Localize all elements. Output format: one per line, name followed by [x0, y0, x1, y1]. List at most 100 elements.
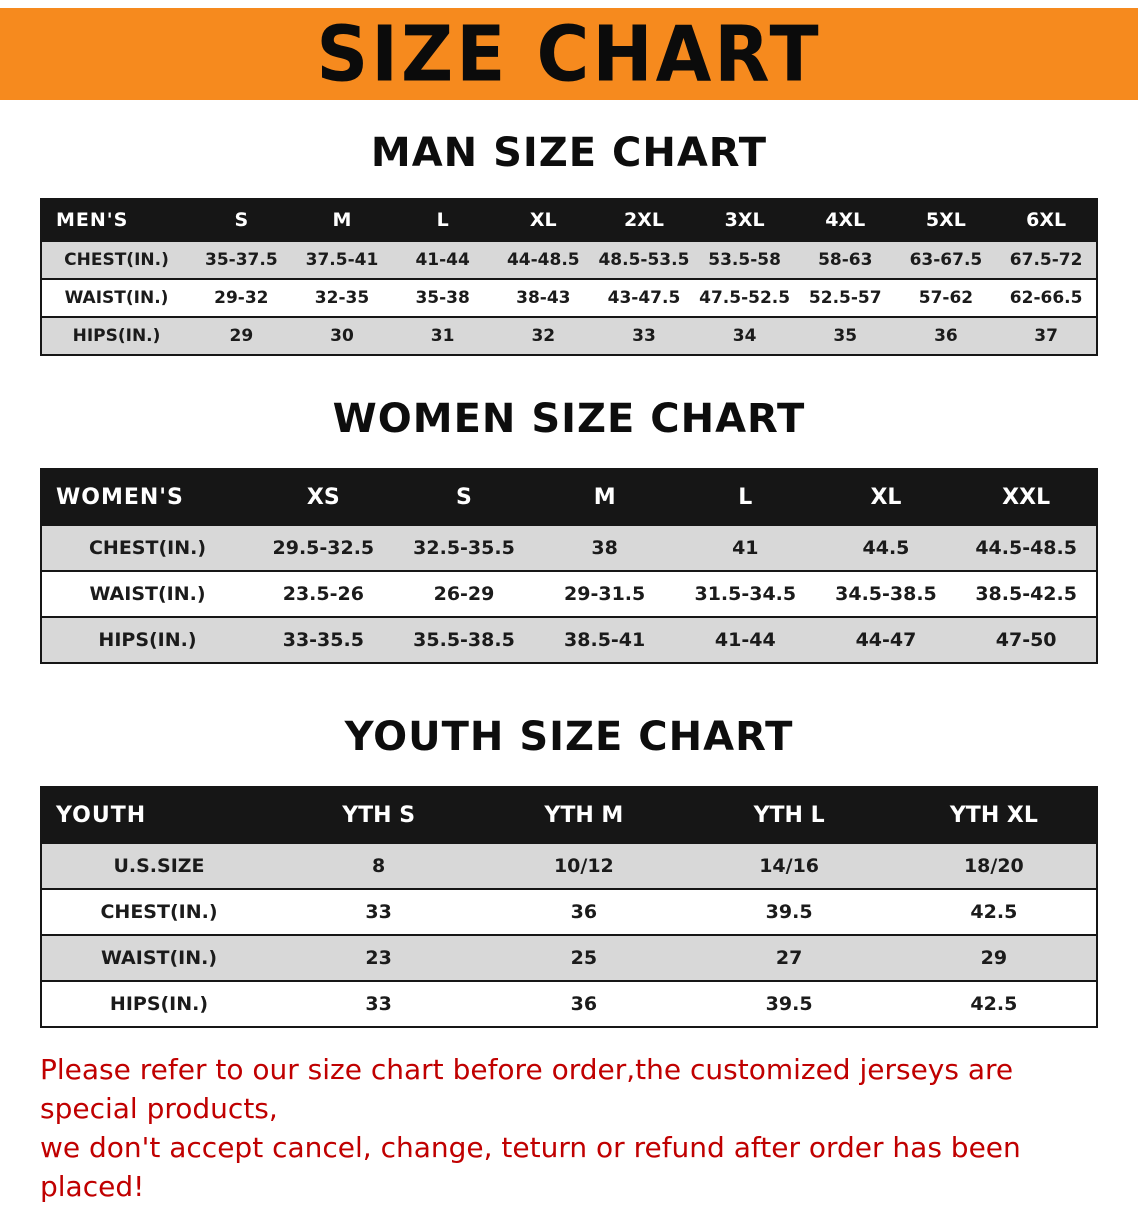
measurement-value: 44-47 — [815, 616, 957, 663]
measurement-value: 39.5 — [686, 888, 892, 935]
size-table: MEN'S S M L XL 2XL 3XL 4XL 5XL 6XL CHEST(IN.) 35-37… — [40, 198, 1098, 356]
table-title-cell: WOMEN'S — [41, 469, 253, 525]
table-header-row: MEN'S S M L XL 2XL 3XL 4XL 5XL 6XL — [41, 199, 1097, 241]
measurement-value: 33-35.5 — [253, 616, 394, 663]
youth-size-table: YOUTH YTH S YTH M YTH L YTH XL U.S.SIZE 8 10/12… — [40, 786, 1098, 1028]
measurement-value: 33 — [276, 888, 482, 935]
measurement-value: 36 — [895, 316, 997, 355]
measurement-row: U.S.SIZE 8 10/12 14/16 18/20 — [41, 842, 1097, 889]
measurement-label: WAIST(IN.) — [41, 278, 191, 317]
measurement-value: 34.5-38.5 — [815, 570, 957, 617]
size-column-header: S — [393, 469, 535, 525]
measurement-value: 29 — [891, 934, 1097, 981]
measurement-value: 32 — [492, 316, 594, 355]
page-title: SIZE CHART — [316, 9, 822, 99]
size-column-header: M — [291, 199, 393, 241]
measurement-value: 42.5 — [891, 888, 1097, 935]
size-column-header: 4XL — [794, 199, 896, 241]
measurement-value: 41-44 — [392, 240, 493, 279]
men-size-table: MEN'S S M L XL 2XL 3XL 4XL 5XL 6XL CHEST(IN.) 35-37… — [40, 198, 1098, 356]
measurement-value: 58-63 — [794, 240, 896, 279]
women-size-section: WOMEN SIZE CHART WOMEN'S XS S M L XL XXL CHEST(… — [0, 396, 1138, 664]
measurement-value: 25 — [481, 934, 687, 981]
measurement-value: 36 — [481, 980, 687, 1027]
table-header-row: YOUTH YTH S YTH M YTH L YTH XL — [41, 787, 1097, 843]
measurement-value: 57-62 — [895, 278, 997, 317]
measurement-row: HIPS(IN.) 33 36 39.5 42.5 — [41, 980, 1097, 1027]
measurement-value: 29-31.5 — [534, 570, 675, 617]
measurement-row: WAIST(IN.) 23.5-26 26-29 29-31.5 31.5-34.5 34… — [41, 570, 1097, 617]
size-column-header: M — [534, 469, 675, 525]
youth-size-heading: YOUTH SIZE CHART — [344, 714, 794, 760]
measurement-value: 52.5-57 — [794, 278, 896, 317]
measurement-value: 44.5-48.5 — [956, 524, 1097, 571]
men-size-section: MAN SIZE CHART MEN'S S M L XL 2XL 3XL 4XL 5XL 6XL… — [0, 130, 1138, 356]
women-size-table: WOMEN'S XS S M L XL XXL CHEST(IN.) 29.5-32.5 32.5… — [40, 468, 1098, 664]
measurement-value: 41-44 — [674, 616, 816, 663]
size-column-header: YTH XL — [891, 787, 1097, 843]
measurement-label: HIPS(IN.) — [41, 616, 253, 663]
size-column-header: XL — [492, 199, 594, 241]
measurement-value: 38.5-42.5 — [956, 570, 1097, 617]
size-column-header: XS — [253, 469, 394, 525]
measurement-value: 35.5-38.5 — [393, 616, 535, 663]
order-policy-note: Please refer to our size chart before or… — [40, 1050, 1098, 1206]
note-line-2: we don't accept cancel, change, teturn o… — [40, 1131, 1021, 1203]
measurement-value: 48.5-53.5 — [593, 240, 695, 279]
measurement-value: 35-38 — [392, 278, 493, 317]
measurement-value: 29.5-32.5 — [253, 524, 394, 571]
measurement-value: 33 — [276, 980, 482, 1027]
measurement-value: 36 — [481, 888, 687, 935]
measurement-value: 34 — [694, 316, 795, 355]
size-column-header: YTH L — [686, 787, 892, 843]
size-table: WOMEN'S XS S M L XL XXL CHEST(IN.) 29.5-32.5 32.5… — [40, 468, 1098, 664]
measurement-value: 32.5-35.5 — [393, 524, 535, 571]
size-column-header: S — [191, 199, 292, 241]
measurement-value: 43-47.5 — [593, 278, 695, 317]
measurement-value: 10/12 — [481, 842, 687, 889]
measurement-label: U.S.SIZE — [41, 842, 276, 889]
measurement-row: CHEST(IN.) 35-37.5 37.5-41 41-44 44-48.5 48.5… — [41, 240, 1097, 279]
measurement-value: 14/16 — [686, 842, 892, 889]
measurement-value: 18/20 — [891, 842, 1097, 889]
measurement-value: 29-32 — [191, 278, 292, 317]
measurement-value: 31 — [392, 316, 493, 355]
measurement-value: 42.5 — [891, 980, 1097, 1027]
size-column-header: XL — [815, 469, 957, 525]
size-column-header: YTH S — [276, 787, 482, 843]
size-column-header: 3XL — [694, 199, 795, 241]
table-header-row: WOMEN'S XS S M L XL XXL — [41, 469, 1097, 525]
measurement-value: 8 — [276, 842, 482, 889]
note-line-1: Please refer to our size chart before or… — [40, 1053, 1014, 1125]
size-column-header: 5XL — [895, 199, 997, 241]
measurement-row: WAIST(IN.) 29-32 32-35 35-38 38-43 43-47.5 47.… — [41, 278, 1097, 317]
measurement-value: 62-66.5 — [996, 278, 1097, 317]
measurement-value: 33 — [593, 316, 695, 355]
measurement-row: CHEST(IN.) 29.5-32.5 32.5-35.5 38 41 44.5 44.5… — [41, 524, 1097, 571]
measurement-value: 23.5-26 — [253, 570, 394, 617]
measurement-value: 47-50 — [956, 616, 1097, 663]
measurement-value: 35 — [794, 316, 896, 355]
measurement-value: 47.5-52.5 — [694, 278, 795, 317]
measurement-row: CHEST(IN.) 33 36 39.5 42.5 — [41, 888, 1097, 935]
measurement-label: WAIST(IN.) — [41, 934, 276, 981]
measurement-label: HIPS(IN.) — [41, 980, 276, 1027]
measurement-value: 63-67.5 — [895, 240, 997, 279]
measurement-value: 31.5-34.5 — [674, 570, 816, 617]
size-table: YOUTH YTH S YTH M YTH L YTH XL U.S.SIZE 8 10/12… — [40, 786, 1098, 1028]
women-size-heading: WOMEN SIZE CHART — [332, 396, 806, 442]
size-column-header: L — [392, 199, 493, 241]
table-title-cell: MEN'S — [41, 199, 191, 241]
measurement-row: WAIST(IN.) 23 25 27 29 — [41, 934, 1097, 981]
measurement-value: 27 — [686, 934, 892, 981]
measurement-value: 37.5-41 — [291, 240, 393, 279]
measurement-label: HIPS(IN.) — [41, 316, 191, 355]
measurement-label: CHEST(IN.) — [41, 240, 191, 279]
measurement-label: CHEST(IN.) — [41, 888, 276, 935]
measurement-value: 44-48.5 — [492, 240, 594, 279]
size-column-header: YTH M — [481, 787, 687, 843]
measurement-value: 41 — [674, 524, 816, 571]
measurement-row: HIPS(IN.) 29 30 31 32 33 34 35 36 37 — [41, 316, 1097, 355]
table-title-cell: YOUTH — [41, 787, 276, 843]
measurement-value: 44.5 — [815, 524, 957, 571]
